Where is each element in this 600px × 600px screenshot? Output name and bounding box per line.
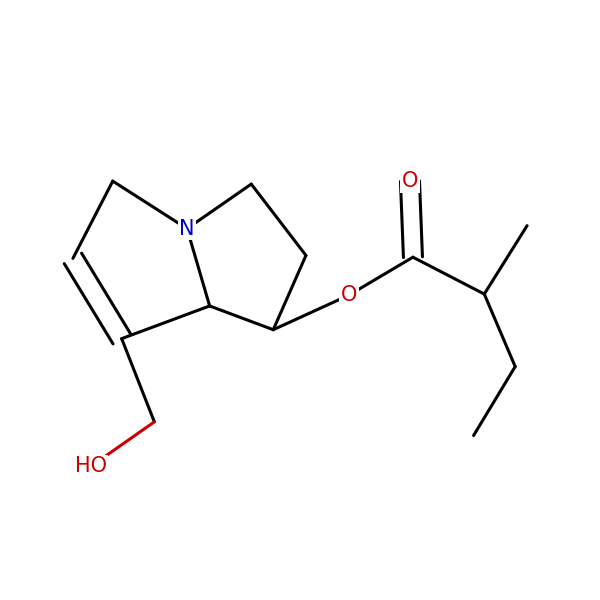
Text: O: O xyxy=(341,285,357,305)
Text: HO: HO xyxy=(75,457,107,476)
Text: N: N xyxy=(179,218,195,239)
Text: O: O xyxy=(402,171,418,191)
